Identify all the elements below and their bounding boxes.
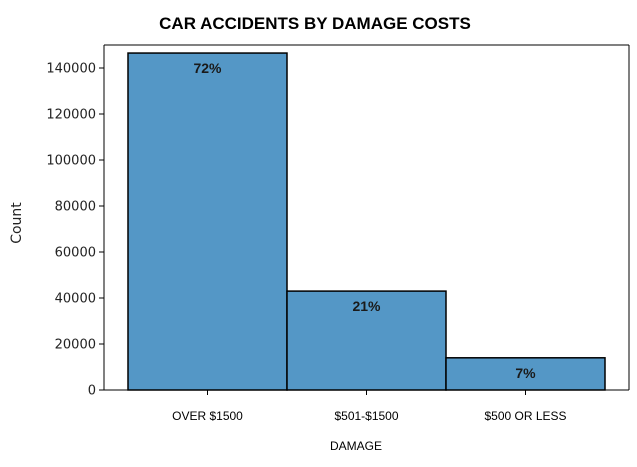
bar <box>127 52 288 391</box>
y-axis-title: Count <box>9 202 25 244</box>
y-tick-label: 20000 <box>55 338 96 353</box>
y-tick-label: 120000 <box>46 108 96 123</box>
plot-area: 72% 21% 7% 0 20000 40000 60000 80000 100000 12000… <box>46 44 630 423</box>
data-label: 72% <box>193 60 222 76</box>
chart-title: CAR ACCIDENTS BY DAMAGE COSTS <box>159 14 471 33</box>
x-axis-title: DAMAGE <box>330 439 382 453</box>
y-tick-label: 0 <box>88 384 96 399</box>
y-tick-label: 40000 <box>55 292 96 307</box>
y-tick-label: 140000 <box>46 62 96 77</box>
bar <box>445 357 606 391</box>
x-tick-label: $500 OR LESS <box>484 409 566 423</box>
bar <box>286 290 447 391</box>
y-tick-label: 80000 <box>55 200 96 215</box>
y-tick-label: 60000 <box>55 246 96 261</box>
x-tick-label: OVER $1500 <box>172 409 243 423</box>
x-tick-label: $501-$1500 <box>334 409 398 423</box>
data-label: 21% <box>352 298 381 314</box>
y-tick-label: 100000 <box>46 154 96 169</box>
data-label: 7% <box>515 365 536 381</box>
